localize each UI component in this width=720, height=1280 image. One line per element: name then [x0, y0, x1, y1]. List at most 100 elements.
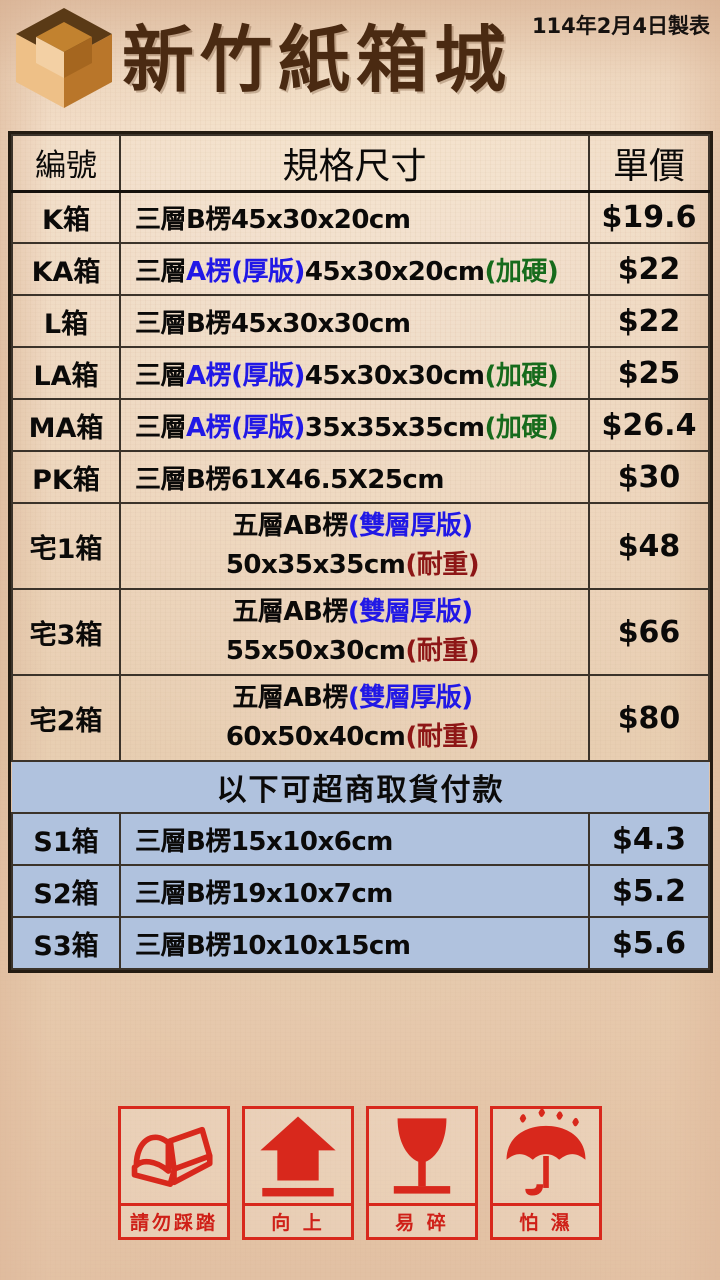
- code-cell: KA箱: [11, 242, 121, 296]
- price-table-body: K箱 三層B楞45x30x20cm $19.6 KA箱 三層A楞(厚版)45x30x20…: [11, 190, 710, 970]
- spec-segment: (加硬): [484, 360, 559, 391]
- table-row: S2箱 三層B楞19x10x7cm $5.2: [11, 864, 710, 918]
- price-cell: $5.6: [588, 916, 710, 970]
- spec-segment: 三層B楞45x30x30cm: [135, 308, 411, 339]
- spec-cell: 三層B楞61X46.5X25cm: [119, 450, 590, 504]
- spec-segment: (雙層厚版): [347, 511, 473, 541]
- shipping-mark-do-not-step: 請勿踩踏: [118, 1106, 230, 1240]
- table-row: KA箱 三層A楞(厚版)45x30x20cm(加硬) $22: [11, 242, 710, 296]
- price-cell: $80: [588, 674, 710, 762]
- price-table: 編號 規格尺寸 單價 K箱 三層B楞45x30x20cm $19.6 KA箱 三層A楞(…: [11, 134, 710, 970]
- spec-cell: 三層A楞(厚版)45x30x30cm(加硬): [119, 346, 590, 400]
- column-header-price: 單價: [588, 134, 710, 193]
- table-row: S1箱 三層B楞15x10x6cm $4.3: [11, 812, 710, 866]
- spec-segment: A楞(厚版): [186, 256, 305, 287]
- spec-segment: (耐重): [405, 636, 480, 666]
- spec-segment: 45x30x30cm: [304, 360, 485, 391]
- shipping-mark-label: 向 上: [245, 1203, 351, 1237]
- spec-segment: 三層B楞45x30x20cm: [135, 204, 411, 235]
- spec-cell: 三層B楞19x10x7cm: [119, 864, 590, 918]
- code-cell: S1箱: [11, 812, 121, 866]
- shipping-mark-keep-dry: 怕 濕: [490, 1106, 602, 1240]
- table-row: 宅1箱 五層AB楞(雙層厚版) 50x35x35cm(耐重) $48: [11, 502, 710, 590]
- code-cell: S2箱: [11, 864, 121, 918]
- spec-segment: (雙層厚版): [347, 683, 473, 713]
- spec-segment: 45x30x20cm: [304, 256, 485, 287]
- spec-segment: A楞(厚版): [186, 412, 305, 443]
- shipping-mark-label: 易 碎: [369, 1203, 475, 1237]
- spec-segment: 60x50x40cm: [225, 722, 406, 752]
- price-cell: $22: [588, 294, 710, 348]
- code-cell: K箱: [11, 190, 121, 244]
- section-banner-row: 以下可超商取貨付款: [12, 760, 709, 814]
- open-box-icon: [12, 6, 116, 110]
- spec-segment: A楞(厚版): [186, 360, 305, 391]
- code-cell: S3箱: [11, 916, 121, 970]
- keep-dry-umbrella-icon: [493, 1109, 599, 1203]
- price-cell: $4.3: [588, 812, 710, 866]
- table-row: 宅3箱 五層AB楞(雙層厚版) 55x50x30cm(耐重) $66: [11, 588, 710, 676]
- table-row: K箱 三層B楞45x30x20cm $19.6: [11, 190, 710, 244]
- do-not-step-icon: [121, 1109, 227, 1203]
- spec-segment: 三層B楞15x10x6cm: [135, 826, 393, 857]
- spec-cell: 三層A楞(厚版)35x35x35cm(加硬): [119, 398, 590, 452]
- price-cell: $22: [588, 242, 710, 296]
- section-banner-label: 以下可超商取貨付款: [12, 760, 709, 814]
- price-cell: $5.2: [588, 864, 710, 918]
- spec-segment: 五層AB楞: [232, 683, 348, 713]
- spec-cell: 三層A楞(厚版)45x30x20cm(加硬): [119, 242, 590, 296]
- column-header-spec: 規格尺寸: [119, 134, 590, 193]
- spec-cell: 三層B楞45x30x30cm: [119, 294, 590, 348]
- spec-cell: 三層B楞15x10x6cm: [119, 812, 590, 866]
- code-cell: MA箱: [11, 398, 121, 452]
- shipping-mark-label: 怕 濕: [493, 1203, 599, 1237]
- price-cell: $48: [588, 502, 710, 590]
- code-cell: 宅2箱: [11, 674, 121, 762]
- spec-segment: 三層: [135, 412, 187, 443]
- spec-cell: 三層B楞45x30x20cm: [119, 190, 590, 244]
- spec-segment: 五層AB楞: [232, 597, 348, 627]
- page-title: 新竹紙箱城: [122, 17, 513, 102]
- spec-segment: 55x50x30cm: [225, 636, 406, 666]
- spec-segment: (雙層厚版): [347, 597, 473, 627]
- price-cell: $30: [588, 450, 710, 504]
- spec-segment: 三層: [135, 360, 187, 391]
- table-row: 宅2箱 五層AB楞(雙層厚版) 60x50x40cm(耐重) $80: [11, 674, 710, 762]
- shipping-mark-this-side-up: 向 上: [242, 1106, 354, 1240]
- table-row: MA箱 三層A楞(厚版)35x35x35cm(加硬) $26.4: [11, 398, 710, 452]
- spec-cell: 五層AB楞(雙層厚版) 50x35x35cm(耐重): [119, 502, 590, 590]
- price-table-wrap: 編號 規格尺寸 單價 K箱 三層B楞45x30x20cm $19.6 KA箱 三層A楞(…: [8, 131, 713, 973]
- spec-segment: (加硬): [484, 412, 559, 443]
- table-row: LA箱 三層A楞(厚版)45x30x30cm(加硬) $25: [11, 346, 710, 400]
- code-cell: LA箱: [11, 346, 121, 400]
- spec-segment: 三層B楞19x10x7cm: [135, 878, 393, 909]
- shipping-mark-fragile: 易 碎: [366, 1106, 478, 1240]
- spec-segment: (耐重): [405, 722, 480, 752]
- spec-segment: 五層AB楞: [232, 511, 348, 541]
- price-cell: $66: [588, 588, 710, 676]
- table-row: L箱 三層B楞45x30x30cm $22: [11, 294, 710, 348]
- price-cell: $25: [588, 346, 710, 400]
- table-row: S3箱 三層B楞10x10x15cm $5.6: [11, 916, 710, 970]
- shipping-marks-row: 請勿踩踏 向 上 易 碎: [0, 1106, 720, 1246]
- code-cell: PK箱: [11, 450, 121, 504]
- spec-cell: 五層AB楞(雙層厚版) 55x50x30cm(耐重): [119, 588, 590, 676]
- column-header-code: 編號: [11, 134, 121, 193]
- spec-segment: 三層: [135, 256, 187, 287]
- shipping-mark-label: 請勿踩踏: [121, 1203, 227, 1237]
- spec-segment: (加硬): [484, 256, 559, 287]
- price-cell: $26.4: [588, 398, 710, 452]
- spec-segment: 三層B楞10x10x15cm: [135, 930, 411, 961]
- price-cell: $19.6: [588, 190, 710, 244]
- spec-cell: 五層AB楞(雙層厚版) 60x50x40cm(耐重): [119, 674, 590, 762]
- table-header-row: 編號 規格尺寸 單價: [11, 134, 710, 193]
- code-cell: 宅1箱: [11, 502, 121, 590]
- code-cell: L箱: [11, 294, 121, 348]
- this-side-up-arrow-icon: [245, 1109, 351, 1203]
- code-cell: 宅3箱: [11, 588, 121, 676]
- spec-cell: 三層B楞10x10x15cm: [119, 916, 590, 970]
- date-stamp: 114年2月4日製表: [531, 14, 710, 38]
- table-row: PK箱 三層B楞61X46.5X25cm $30: [11, 450, 710, 504]
- page-header: 新竹紙箱城 114年2月4日製表: [0, 0, 720, 120]
- spec-segment: 三層B楞61X46.5X25cm: [135, 464, 444, 495]
